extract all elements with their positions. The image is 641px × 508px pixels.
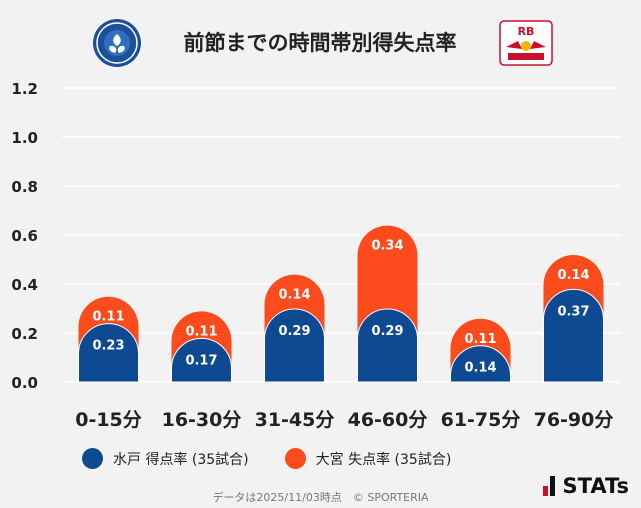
- data-label-mito: 0.17: [185, 353, 217, 368]
- data-label-mito: 0.29: [371, 324, 403, 339]
- legend: 水戸 得点率 (35試合) 大宮 失点率 (35試合): [82, 448, 487, 469]
- bar-mito: [171, 337, 232, 383]
- stats-brand-label: STATs: [562, 474, 629, 498]
- bar-mito: [78, 323, 139, 383]
- bar-mito: [450, 345, 511, 383]
- grid-lines: [62, 87, 620, 383]
- data-label-mito: 0.23: [92, 339, 124, 354]
- x-tick-label: 76-90分: [534, 409, 614, 431]
- x-axis-ticks: 0-15分 16-30分 31-45分 46-60分 61-75分 76-90分: [75, 409, 613, 431]
- legend-swatch-mito: [82, 448, 103, 469]
- data-label-omiya: 0.11: [185, 324, 217, 339]
- data-label-omiya: 0.11: [464, 332, 496, 347]
- bar-mito: [543, 288, 604, 383]
- data-label-omiya: 0.14: [278, 288, 310, 303]
- stats-brand: STATs: [542, 474, 629, 498]
- stats-logo-icon: [542, 476, 557, 496]
- data-label-omiya: 0.11: [92, 310, 124, 325]
- svg-text:RB: RB: [518, 25, 535, 38]
- x-tick-label: 0-15分: [75, 409, 142, 431]
- y-tick-label: 0.2: [11, 325, 38, 343]
- legend-label-omiya: 大宮 失点率 (35試合): [315, 451, 452, 468]
- y-tick-label: 0.4: [11, 276, 38, 294]
- rb-omiya-ardija-logo: RB: [499, 20, 553, 66]
- y-tick-label: 0.8: [11, 178, 38, 196]
- legend-label-mito: 水戸 得点率 (35試合): [113, 451, 249, 468]
- chart-title: 前節までの時間帯別得失点率: [184, 31, 457, 55]
- legend-item-omiya: 大宮 失点率 (35試合): [284, 448, 452, 469]
- data-label-omiya: 0.14: [557, 268, 589, 283]
- mito-hollyhock-logo: [93, 19, 141, 67]
- y-tick-label: 1.0: [11, 129, 38, 147]
- x-tick-label: 16-30分: [162, 409, 242, 431]
- x-tick-label: 61-75分: [441, 409, 521, 431]
- y-tick-label: 1.2: [11, 80, 38, 98]
- chart-area: 0.00.20.40.60.81.01.2 0.110.230.110.170.…: [11, 19, 620, 431]
- footer-note: データは2025/11/03時点 © SPORTERIA: [212, 491, 429, 504]
- y-tick-label: 0.6: [11, 227, 38, 245]
- data-label-mito: 0.37: [557, 304, 589, 319]
- bars: 0.11 0.23 0.11 0.17 0.14 0.29 0.34 0.29 0.11 0.14…: [78, 225, 604, 383]
- y-axis-ticks: 0.0 0.2 0.4 0.6 0.8 1.0 1.2: [11, 80, 38, 392]
- data-label-mito: 0.29: [278, 324, 310, 339]
- legend-swatch-omiya: [284, 448, 306, 469]
- data-label-mito: 0.14: [464, 361, 496, 376]
- x-tick-label: 31-45分: [255, 409, 335, 431]
- bar-mito: [264, 308, 325, 383]
- x-tick-label: 46-60分: [348, 409, 428, 431]
- data-label-omiya: 0.34: [371, 239, 403, 254]
- bar-mito: [357, 308, 418, 383]
- legend-item-mito: 水戸 得点率 (35試合): [82, 448, 249, 469]
- y-tick-label: 0.0: [11, 374, 38, 392]
